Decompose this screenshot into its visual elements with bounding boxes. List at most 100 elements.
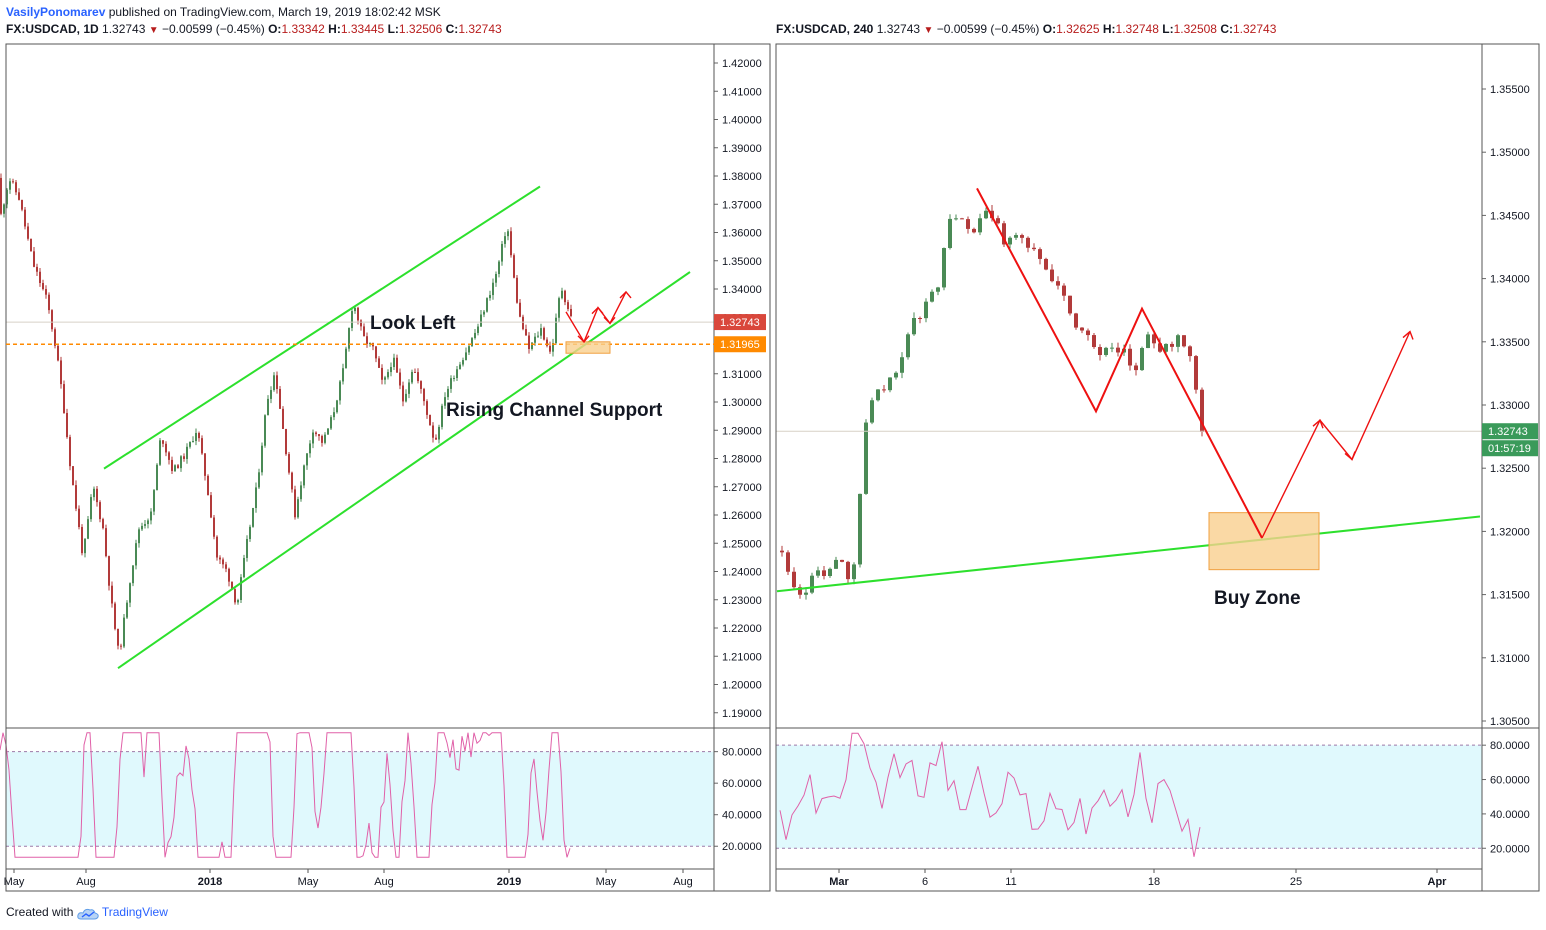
forecast-arrow-head — [591, 306, 604, 315]
candle-body — [1050, 269, 1054, 282]
author-link[interactable]: VasilyPonomarev — [6, 5, 106, 19]
candle-body — [414, 371, 416, 373]
candle-body — [846, 561, 850, 580]
candle-body — [972, 228, 976, 233]
candle-body — [900, 357, 904, 373]
candle-body — [1194, 356, 1198, 390]
candle-body — [960, 218, 964, 220]
candle-body — [543, 328, 545, 340]
candle-body — [306, 453, 308, 466]
symbol-name[interactable]: FX:USDCAD, 1D — [6, 22, 99, 36]
candle-body — [906, 334, 910, 358]
candle-body — [510, 231, 512, 256]
forecast-arrow-head — [619, 290, 632, 299]
forecast-arrow-head — [603, 316, 616, 325]
candle-body — [816, 570, 820, 576]
candle-body — [78, 508, 80, 528]
rsi-line — [779, 732, 1201, 857]
time-axis-label: Aug — [374, 876, 394, 888]
candle-body — [354, 307, 356, 312]
candle-body — [240, 577, 242, 601]
candle-body — [201, 438, 203, 454]
candle-body — [9, 181, 11, 190]
candle-body — [72, 466, 74, 486]
candle-body — [99, 502, 101, 520]
h4-chart-panel[interactable]: 1.35500 1.35000 1.34500 1.34000 1.33500 1.330… — [775, 43, 1540, 892]
candle-body — [291, 472, 293, 490]
candle-body — [1008, 237, 1012, 245]
candle-body — [444, 397, 446, 406]
price-axis-label: 1.29000 — [722, 425, 762, 437]
forecast-arrow-head — [1312, 419, 1324, 429]
candle-body — [318, 434, 320, 436]
candle-body — [858, 493, 862, 565]
candle-body — [1026, 237, 1030, 248]
candle-body — [210, 495, 212, 518]
candle-body — [150, 511, 152, 521]
candle-body — [0, 177, 2, 214]
time-axis-label: Mar — [829, 876, 849, 888]
symbol-name[interactable]: FX:USDCAD, 240 — [776, 22, 874, 36]
current-price-tag-label: 1.32743 — [1488, 426, 1528, 438]
candle-body — [180, 456, 182, 469]
candle-body — [303, 465, 305, 486]
panel-frame — [5, 43, 771, 892]
countdown-tag-label: 01:57:19 — [1488, 443, 1531, 455]
time-axis-label: 2018 — [198, 876, 222, 888]
candle-body — [519, 302, 521, 317]
candle-body — [534, 336, 536, 343]
candle-body — [549, 345, 551, 352]
candle-body — [864, 422, 868, 494]
candle-body — [417, 372, 419, 382]
candle-body — [369, 342, 371, 344]
candle-body — [555, 317, 557, 344]
candle-body — [282, 408, 284, 429]
candle-body — [1182, 335, 1186, 347]
close-value: 1.32743 — [458, 22, 502, 36]
rsi-axis-label: 40.0000 — [1490, 809, 1530, 821]
candle-body — [207, 475, 209, 496]
forecast-arrow-head — [577, 335, 590, 343]
rsi-line — [0, 732, 571, 858]
candle-body — [423, 388, 425, 402]
candle-body — [12, 181, 14, 183]
candle-body — [81, 527, 83, 554]
level-price-tag-label: 1.31965 — [720, 339, 760, 351]
candle-body — [312, 432, 314, 444]
close-label: C: — [1220, 22, 1233, 36]
candle-body — [408, 382, 410, 394]
price-axis-label: 1.32500 — [1490, 463, 1530, 475]
candle-body — [1092, 335, 1096, 348]
candle-body — [75, 485, 77, 509]
candle-body — [294, 489, 296, 518]
candle-body — [930, 291, 934, 302]
candle-body — [486, 298, 488, 312]
candle-body — [3, 204, 5, 214]
daily-chart-panel[interactable]: 1.42000 1.41000 1.40000 1.39000 1.38000 1.370… — [0, 43, 771, 892]
candle-body — [270, 390, 272, 399]
candle-body — [357, 307, 359, 321]
candle-body — [942, 248, 946, 288]
candle-body — [1164, 343, 1168, 352]
candle-body — [441, 405, 443, 427]
candle-body — [966, 219, 970, 229]
candle-body — [90, 497, 92, 520]
candle-body — [552, 343, 554, 352]
open-value: 1.33342 — [281, 22, 325, 36]
candle-body — [426, 401, 428, 415]
candle-body — [474, 332, 476, 339]
price-axis-label: 1.41000 — [722, 86, 762, 98]
rsi-axis-label: 60.0000 — [1490, 775, 1530, 787]
support-trendline — [776, 515, 1481, 593]
tradingview-brand-link[interactable]: TradingView — [101, 905, 168, 919]
candle-body — [834, 559, 838, 569]
rsi-axis-label: 60.0000 — [722, 778, 762, 790]
candle-body — [255, 487, 257, 509]
candle-body — [219, 557, 221, 560]
candle-body — [345, 348, 347, 369]
time-axis-label: 11 — [1005, 876, 1016, 888]
price-axis-label: 1.32000 — [1490, 526, 1530, 538]
candle-body — [438, 426, 440, 440]
candle-body — [261, 445, 263, 473]
